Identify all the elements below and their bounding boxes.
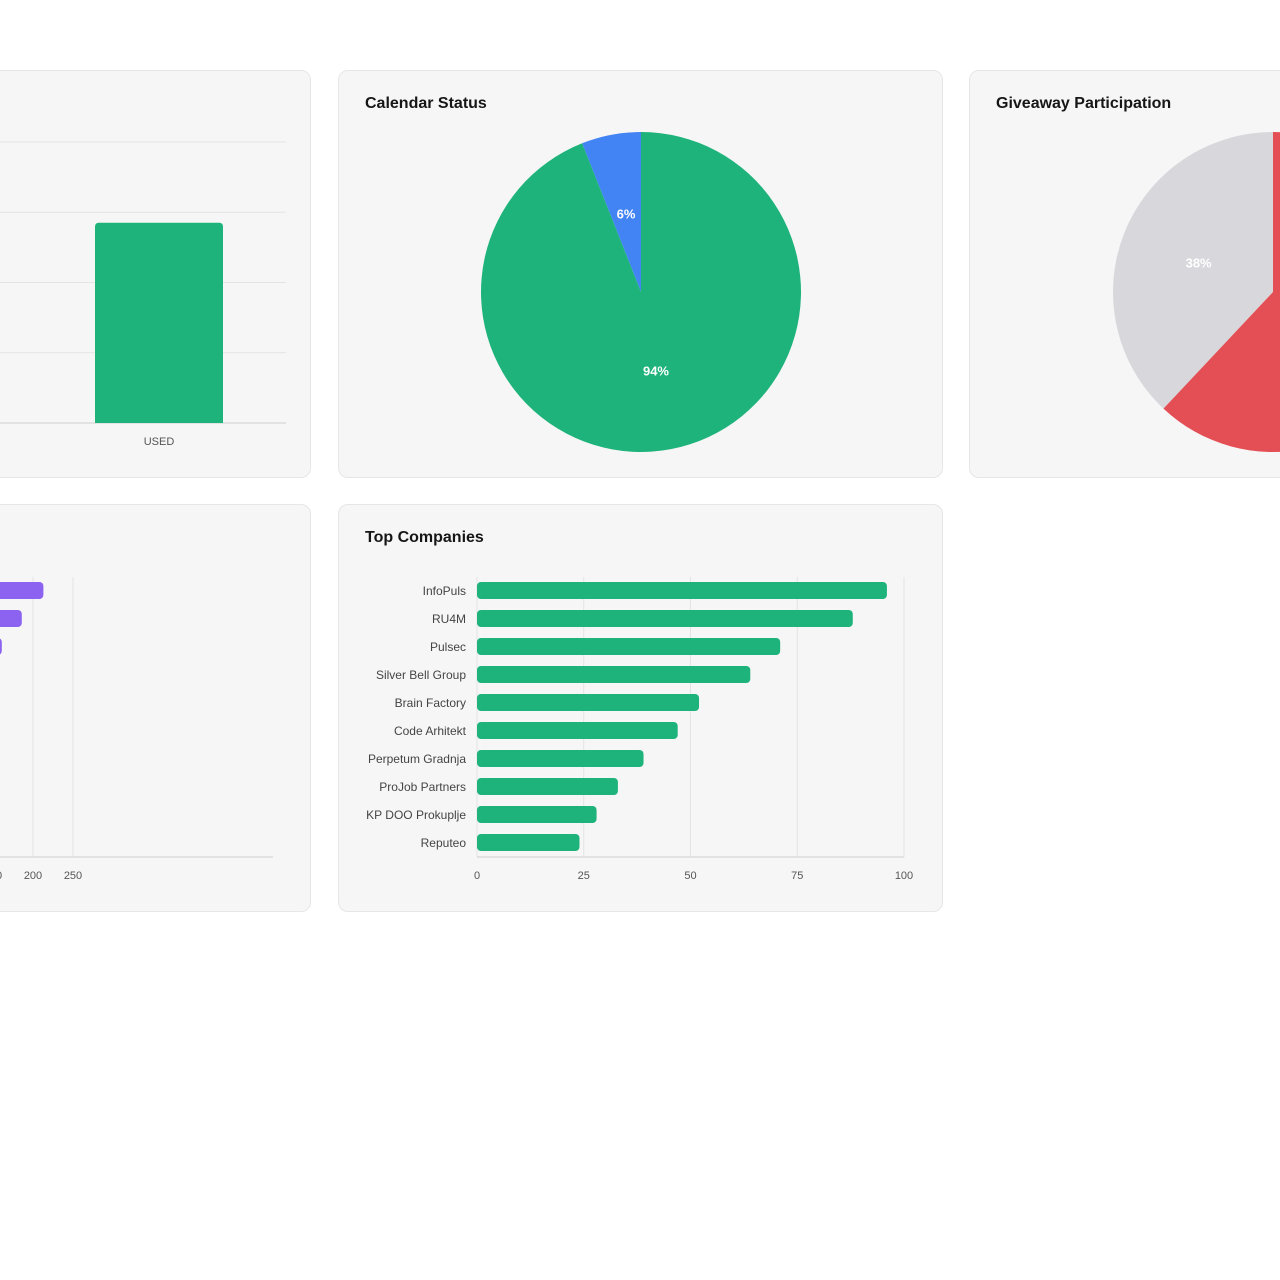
y-category-label: KP DOO Prokuplje <box>366 808 466 822</box>
bar <box>477 638 781 655</box>
left-horizontal-bar-chart: 100150200250 <box>0 577 273 882</box>
pie-slice-label: 94% <box>643 364 669 379</box>
left-bars-card: 100150200250 <box>0 504 311 912</box>
pie-slice <box>582 132 641 292</box>
calendar-status-card: Calendar Status 6% 94% <box>338 70 943 478</box>
calendar-status-title: Calendar Status <box>365 95 487 112</box>
top-companies-card: Top Companies 0 25 50 75 100 InfoPuls RU4M Puls… <box>338 504 943 912</box>
x-tick-label: USED <box>144 436 175 448</box>
top-companies-bar-chart: 0 25 50 75 100 InfoPuls RU4M Pulsec Silver Bell … <box>366 577 913 882</box>
bar <box>477 834 580 851</box>
x-tick-label: 100 <box>895 870 913 882</box>
x-tick-label: 75 <box>791 870 803 882</box>
usage-bar-chart: USED <box>0 141 286 448</box>
giveaway-participation-pie: 38% <box>1113 132 1280 452</box>
y-category-label: Reputeo <box>421 836 467 850</box>
x-tick-label: 150 <box>0 870 2 882</box>
pie-slice <box>1163 132 1280 452</box>
y-category-label: Code Arhitekt <box>394 724 467 738</box>
bar <box>477 722 678 739</box>
bar <box>477 750 644 767</box>
y-category-label: Pulsec <box>430 640 466 654</box>
bar <box>477 806 597 823</box>
usage-chart-card: USED <box>0 70 311 478</box>
giveaway-participation-card: Giveaway Participation 38% <box>969 70 1280 478</box>
pie-slice-label: 6% <box>617 206 636 221</box>
bar <box>477 582 887 599</box>
pie-slice-label: 38% <box>1186 256 1212 271</box>
bar <box>477 694 700 711</box>
pie-slice <box>481 132 802 452</box>
y-category-label: RU4M <box>432 612 466 626</box>
bar <box>0 582 44 599</box>
y-category-label: Brain Factory <box>395 696 466 710</box>
bar <box>477 778 618 795</box>
bar <box>477 666 751 683</box>
giveaway-participation-title: Giveaway Participation <box>996 95 1172 112</box>
bar <box>0 610 22 627</box>
bar <box>477 610 853 627</box>
calendar-status-pie: 6% 94% <box>481 132 802 452</box>
y-category-label: Silver Bell Group <box>376 668 466 682</box>
x-tick-label: 25 <box>578 870 590 882</box>
x-tick-label: 50 <box>684 870 696 882</box>
y-category-label: Perpetum Gradnja <box>368 752 466 766</box>
bar <box>95 222 223 423</box>
x-tick-label: 250 <box>64 870 82 882</box>
bar <box>0 638 2 655</box>
x-tick-label: 200 <box>24 870 42 882</box>
y-category-label: ProJob Partners <box>379 780 466 794</box>
top-companies-title: Top Companies <box>365 529 484 546</box>
pie-slice <box>1113 132 1273 409</box>
y-category-label: InfoPuls <box>423 584 466 598</box>
x-tick-label: 0 <box>474 870 480 882</box>
